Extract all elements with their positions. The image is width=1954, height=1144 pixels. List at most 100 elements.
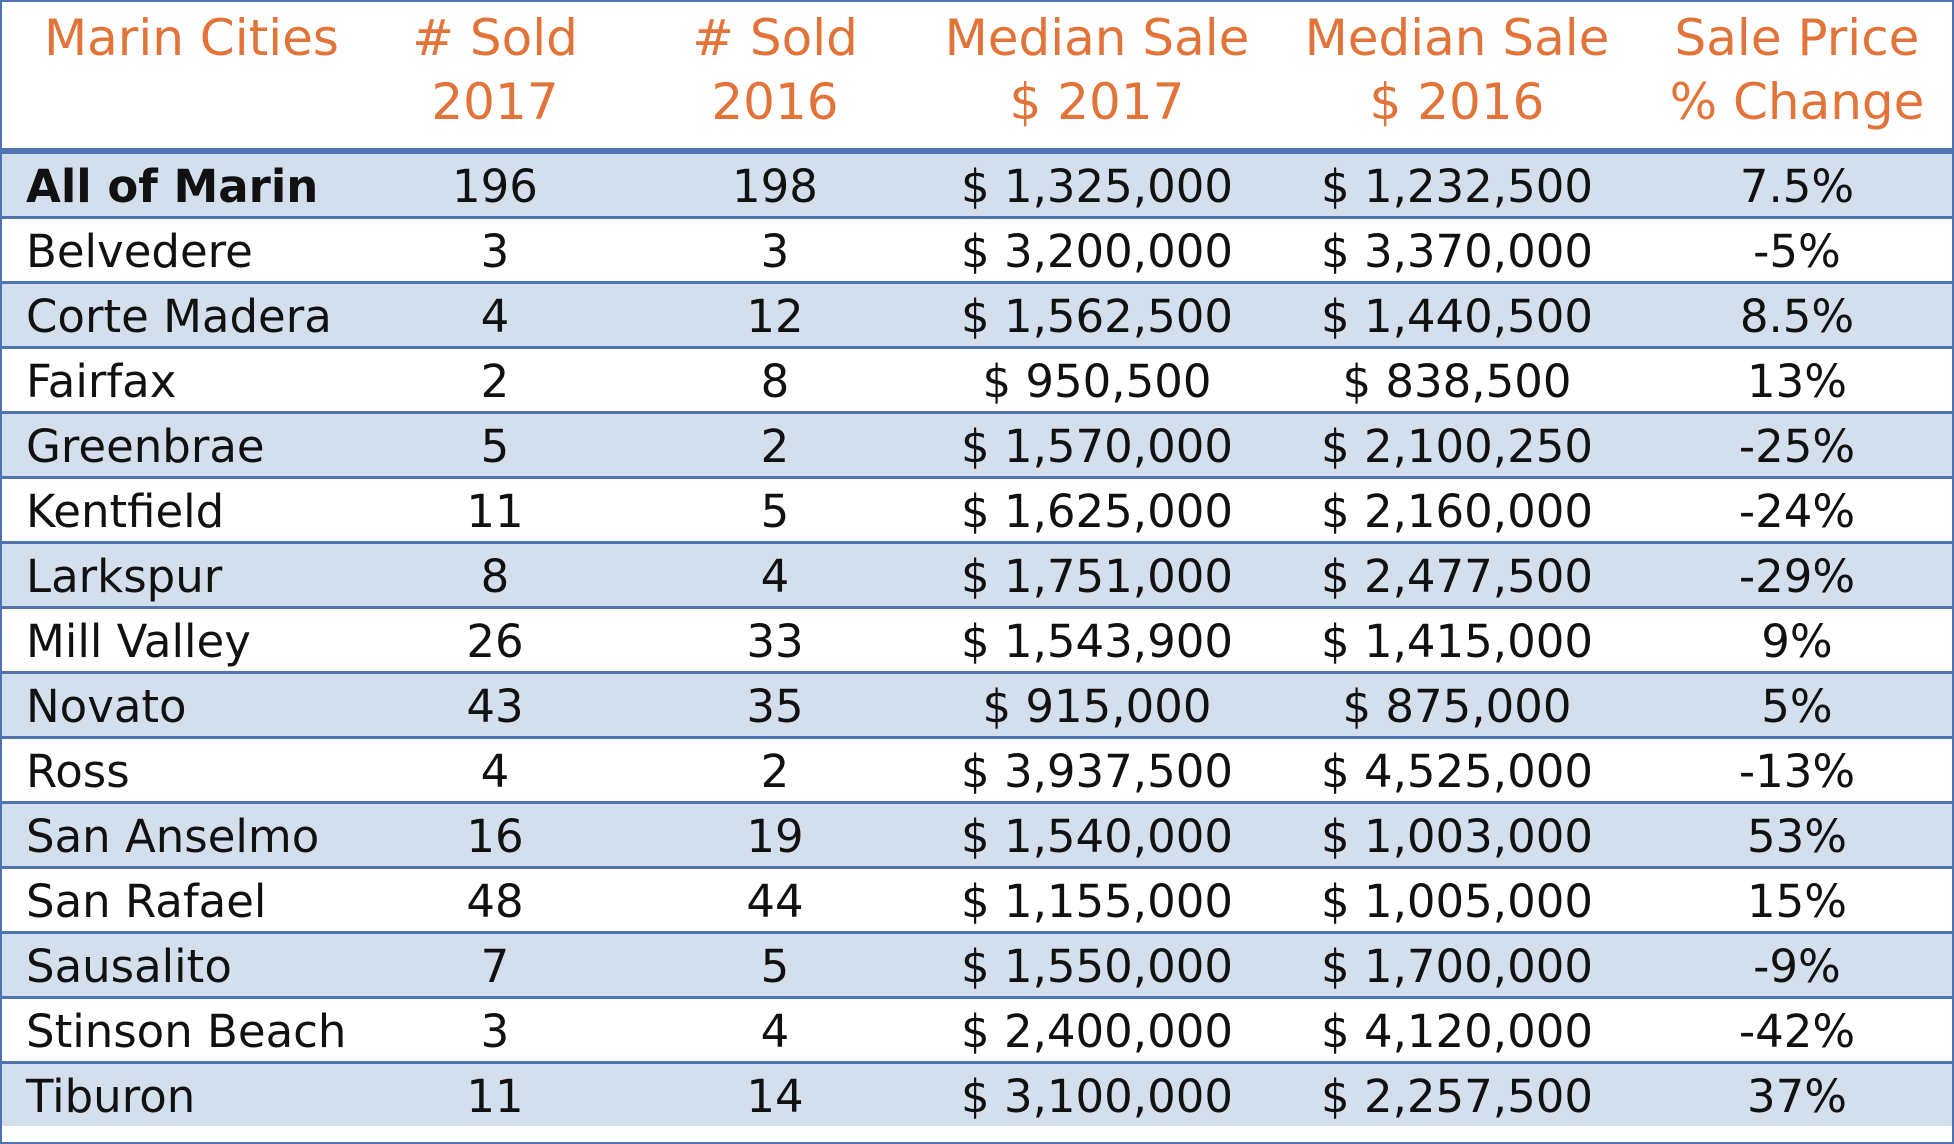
- cell-median-sale-2017: $ 3,200,000: [961, 225, 1233, 278]
- header-median-sale-2016: Median Sale $ 2016: [1304, 9, 1610, 131]
- cell-city: Stinson Beach: [26, 1005, 347, 1058]
- cell-city: Belvedere: [26, 225, 253, 278]
- cell-sale-price-change: 7.5%: [1739, 160, 1855, 213]
- cell-median-sale-2016: $ 4,525,000: [1321, 745, 1593, 798]
- header-divider: [2, 148, 1952, 154]
- cell-city: Kentfield: [26, 485, 225, 538]
- cell-sold-2016: 3: [760, 225, 790, 278]
- cell-city: Greenbrae: [26, 420, 265, 473]
- cell-city: Sausalito: [26, 940, 232, 993]
- cell-sold-2016: 198: [732, 160, 818, 213]
- cell-city: Tiburon: [26, 1070, 196, 1123]
- cell-city: Novato: [26, 680, 187, 733]
- cell-sold-2016: 2: [760, 745, 790, 798]
- cell-median-sale-2017: $ 1,540,000: [961, 810, 1233, 863]
- cell-sold-2016: 44: [746, 875, 804, 928]
- cell-sold-2016: 4: [760, 550, 790, 603]
- cell-median-sale-2017: $ 1,325,000: [961, 160, 1233, 213]
- cell-sold-2017: 8: [480, 550, 510, 603]
- cell-median-sale-2016: $ 838,500: [1342, 355, 1572, 408]
- cell-sale-price-change: -9%: [1753, 940, 1841, 993]
- cell-sold-2016: 35: [746, 680, 804, 733]
- cell-sold-2016: 14: [746, 1070, 804, 1123]
- cell-sold-2016: 4: [760, 1005, 790, 1058]
- cell-sold-2017: 3: [480, 225, 510, 278]
- cell-median-sale-2016: $ 2,100,250: [1321, 420, 1593, 473]
- table-row: San Rafael 48 44 $ 1,155,000 $ 1,005,000 15%: [2, 869, 1952, 934]
- table-body: All of Marin 196 198 $ 1,325,000 $ 1,232,500…: [2, 154, 1952, 1126]
- cell-sold-2017: 16: [466, 810, 524, 863]
- table-row: San Anselmo 16 19 $ 1,540,000 $ 1,003,000 53%: [2, 804, 1952, 869]
- cell-sold-2016: 12: [746, 290, 804, 343]
- cell-median-sale-2017: $ 1,625,000: [961, 485, 1233, 538]
- cell-sold-2016: 33: [746, 615, 804, 668]
- table-row: Mill Valley 26 33 $ 1,543,900 $ 1,415,000 9%: [2, 609, 1952, 674]
- cell-median-sale-2016: $ 3,370,000: [1321, 225, 1593, 278]
- cell-median-sale-2017: $ 1,155,000: [961, 875, 1233, 928]
- header-sale-price-change: Sale Price % Change: [1669, 9, 1925, 131]
- cell-sale-price-change: 53%: [1746, 810, 1848, 863]
- table-row: Sausalito 7 5 $ 1,550,000 $ 1,700,000 -9%: [2, 934, 1952, 999]
- table-row: Ross 4 2 $ 3,937,500 $ 4,525,000 -13%: [2, 739, 1952, 804]
- table-row: Novato 43 35 $ 915,000 $ 875,000 5%: [2, 674, 1952, 739]
- header-marin-cities: Marin Cities: [44, 9, 339, 67]
- table-row: Larkspur 8 4 $ 1,751,000 $ 2,477,500 -29%: [2, 544, 1952, 609]
- cell-median-sale-2017: $ 1,562,500: [961, 290, 1233, 343]
- cell-sale-price-change: -5%: [1753, 225, 1841, 278]
- table-header: Marin Cities # Sold 2017 # Sold 2016 Med…: [2, 2, 1952, 148]
- cell-median-sale-2017: $ 2,400,000: [961, 1005, 1233, 1058]
- cell-sale-price-change: 5%: [1761, 680, 1833, 733]
- cell-sold-2017: 43: [466, 680, 524, 733]
- cell-median-sale-2017: $ 1,570,000: [961, 420, 1233, 473]
- cell-city: Mill Valley: [26, 615, 251, 668]
- cell-sale-price-change: -25%: [1738, 420, 1856, 473]
- table-row: All of Marin 196 198 $ 1,325,000 $ 1,232,500…: [2, 154, 1952, 219]
- cell-median-sale-2016: $ 2,160,000: [1321, 485, 1593, 538]
- cell-sold-2017: 48: [466, 875, 524, 928]
- cell-sold-2016: 8: [760, 355, 790, 408]
- header-sold-2016: # Sold 2016: [692, 9, 858, 131]
- table-row: Tiburon 11 14 $ 3,100,000 $ 2,257,500 37%: [2, 1064, 1952, 1126]
- cell-median-sale-2016: $ 2,257,500: [1321, 1070, 1593, 1123]
- cell-city: San Anselmo: [26, 810, 320, 863]
- cell-median-sale-2017: $ 1,543,900: [961, 615, 1233, 668]
- cell-median-sale-2017: $ 3,100,000: [961, 1070, 1233, 1123]
- table-row: Greenbrae 5 2 $ 1,570,000 $ 2,100,250 -25%: [2, 414, 1952, 479]
- cell-sale-price-change: 37%: [1746, 1070, 1848, 1123]
- cell-median-sale-2016: $ 1,440,500: [1321, 290, 1593, 343]
- cell-median-sale-2017: $ 1,550,000: [961, 940, 1233, 993]
- cell-sold-2017: 26: [466, 615, 524, 668]
- cell-median-sale-2016: $ 1,700,000: [1321, 940, 1593, 993]
- cell-median-sale-2016: $ 1,005,000: [1321, 875, 1593, 928]
- cell-median-sale-2017: $ 915,000: [982, 680, 1212, 733]
- cell-median-sale-2016: $ 4,120,000: [1321, 1005, 1593, 1058]
- cell-city: Larkspur: [26, 550, 223, 603]
- cell-median-sale-2016: $ 1,415,000: [1321, 615, 1593, 668]
- table-row: Corte Madera 4 12 $ 1,562,500 $ 1,440,500 8.5…: [2, 284, 1952, 349]
- cell-sold-2017: 5: [480, 420, 510, 473]
- cell-sold-2016: 5: [760, 940, 790, 993]
- header-sold-2017: # Sold 2017: [412, 9, 578, 131]
- cell-sold-2017: 4: [480, 745, 510, 798]
- cell-sold-2016: 19: [746, 810, 804, 863]
- cell-sold-2016: 5: [760, 485, 790, 538]
- cell-sold-2017: 196: [452, 160, 538, 213]
- cell-median-sale-2017: $ 3,937,500: [961, 745, 1233, 798]
- table-row: Stinson Beach 3 4 $ 2,400,000 $ 4,120,000 -42…: [2, 999, 1952, 1064]
- cell-median-sale-2017: $ 950,500: [982, 355, 1212, 408]
- cell-sale-price-change: 8.5%: [1739, 290, 1855, 343]
- cell-sold-2017: 3: [480, 1005, 510, 1058]
- cell-median-sale-2017: $ 1,751,000: [961, 550, 1233, 603]
- cell-sale-price-change: -24%: [1738, 485, 1856, 538]
- cell-median-sale-2016: $ 2,477,500: [1321, 550, 1593, 603]
- cell-sale-price-change: 15%: [1746, 875, 1848, 928]
- table-row: Belvedere 3 3 $ 3,200,000 $ 3,370,000 -5%: [2, 219, 1952, 284]
- table-row: Fairfax 2 8 $ 950,500 $ 838,500 13%: [2, 349, 1952, 414]
- cell-sale-price-change: -13%: [1738, 745, 1856, 798]
- cell-city: All of Marin: [26, 160, 319, 213]
- cell-median-sale-2016: $ 1,232,500: [1321, 160, 1593, 213]
- cell-city: Ross: [26, 745, 130, 798]
- cell-sale-price-change: 9%: [1761, 615, 1833, 668]
- cell-sold-2017: 4: [480, 290, 510, 343]
